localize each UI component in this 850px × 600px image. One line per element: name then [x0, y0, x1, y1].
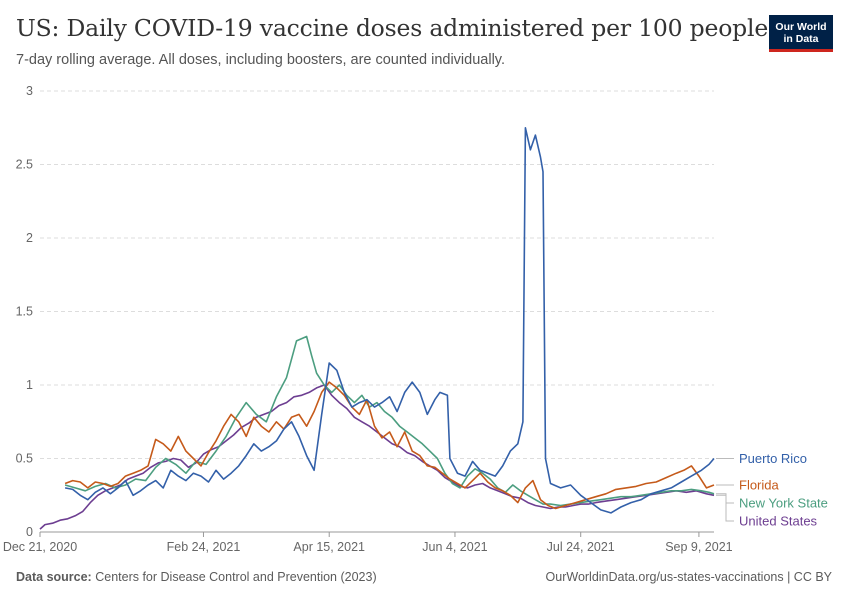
y-tick-label: 3 — [26, 84, 33, 98]
y-tick-label: 0 — [26, 525, 33, 539]
series-line-new-york-state[interactable] — [64, 335, 715, 507]
legend-label-florida[interactable]: Florida — [739, 477, 780, 492]
logo-line-1: Our World — [775, 21, 827, 33]
y-tick-label: 2 — [26, 231, 33, 245]
axis-layer: 0 0.5 1 1.5 2 2.5 3 Dec 21, 2020 Feb 24, 2021 Apr… — [3, 84, 733, 554]
x-tick-label: Apr 15, 2021 — [293, 540, 365, 554]
legend-label-puerto-rico[interactable]: Puerto Rico — [739, 451, 807, 466]
chart-title: US: Daily COVID-19 vaccine doses adminis… — [16, 14, 769, 42]
data-source-text: Centers for Disease Control and Preventi… — [95, 570, 377, 584]
attribution-link[interactable]: OurWorldinData.org/us-states-vaccination… — [545, 570, 832, 584]
chart-subtitle: 7-day rolling average. All doses, includ… — [16, 52, 505, 68]
legend-connector-united-states — [716, 494, 734, 522]
data-source: Data source: Centers for Disease Control… — [16, 570, 377, 584]
y-tick-label: 2.5 — [16, 158, 33, 172]
x-tick-label: Jul 24, 2021 — [547, 540, 615, 554]
grid-layer — [40, 90, 714, 533]
owid-logo[interactable]: Our World in Data — [769, 15, 833, 52]
x-tick-label: Feb 24, 2021 — [167, 540, 241, 554]
series-line-puerto-rico[interactable] — [64, 127, 715, 514]
data-source-label: Data source: — [16, 570, 92, 584]
x-tick-label: Jun 4, 2021 — [422, 540, 487, 554]
series-line-florida[interactable] — [64, 381, 715, 510]
line-chart: 0 0.5 1 1.5 2 2.5 3 Dec 21, 2020 Feb 24, 2021 Apr… — [3, 84, 828, 554]
x-tick-label: Dec 21, 2020 — [3, 540, 77, 554]
legend-layer: Puerto Rico Florida New York State United S… — [716, 451, 828, 528]
series-layer — [39, 127, 715, 530]
legend-label-new-york-state[interactable]: New York State — [739, 495, 828, 510]
y-tick-label: 0.5 — [16, 452, 33, 466]
logo-line-2: in Data — [783, 33, 819, 45]
y-tick-label: 1.5 — [16, 305, 33, 319]
x-tick-label: Sep 9, 2021 — [665, 540, 732, 554]
series-line-united-states[interactable] — [39, 384, 715, 530]
legend-label-united-states[interactable]: United States — [739, 513, 818, 528]
y-tick-label: 1 — [26, 378, 33, 392]
